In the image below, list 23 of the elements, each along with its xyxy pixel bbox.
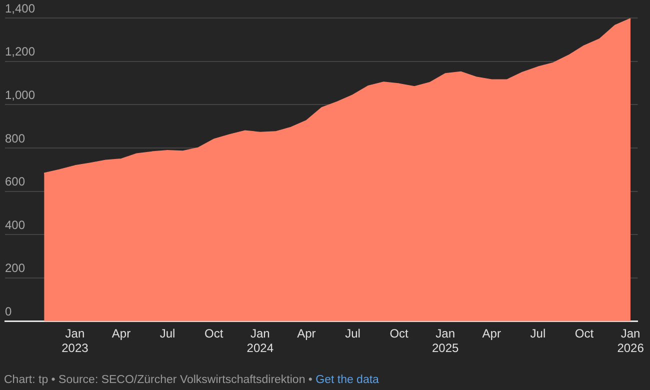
x-tick-label: Apr: [482, 326, 501, 341]
x-tick-label: Apr: [297, 326, 316, 341]
y-tick-label: 0: [5, 304, 12, 319]
x-tick-label: Jan 2025: [432, 326, 460, 356]
x-tick-label: Oct: [390, 326, 410, 341]
x-tick-label: Jul: [160, 326, 176, 341]
y-tick-label: 800: [5, 131, 26, 146]
text: Chart: tp • Source: SECO/Zürcher Volkswirtschaftsdirektion •: [4, 374, 312, 386]
x-tick-label: Jul: [345, 326, 360, 341]
y-tick-label: 1,200: [5, 44, 36, 59]
y-tick-label: 400: [5, 218, 26, 232]
x-tick-label: Jan 2026: [617, 326, 644, 356]
y-tick-label: 200: [5, 261, 26, 276]
x-tick-label: Oct: [204, 326, 224, 341]
y-tick-label: 1,000: [5, 88, 36, 102]
x-tick-label: Jul: [530, 326, 546, 341]
x-tick-label: Apr: [112, 326, 131, 341]
x-tick-label: Jan 2023: [62, 326, 89, 356]
y-tick-label: 1,400: [5, 1, 36, 16]
x-tick-label: Oct: [574, 326, 594, 341]
y-tick-label: 600: [5, 174, 26, 189]
x-tick-label: Jan 2024: [246, 326, 274, 356]
text: Get the data: [314, 374, 379, 386]
